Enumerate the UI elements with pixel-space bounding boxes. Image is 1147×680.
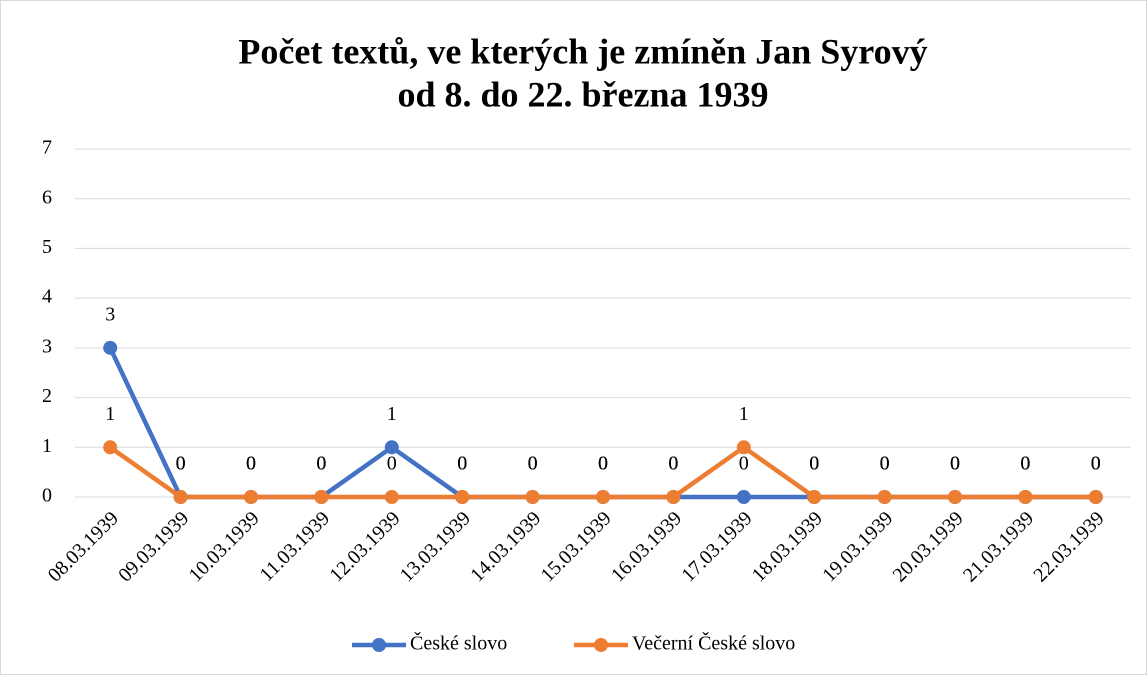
data-label: 0: [528, 453, 538, 475]
y-tick-label: 3: [42, 335, 52, 357]
data-label: 0: [316, 453, 326, 475]
data-label: 1: [387, 403, 397, 425]
point: [314, 490, 329, 504]
y-tick-label: 6: [42, 186, 52, 208]
y-tick-label: 7: [42, 137, 52, 159]
point: [736, 490, 751, 504]
data-label: 0: [176, 453, 186, 475]
data-label: 0: [950, 453, 960, 475]
data-label: 0: [457, 453, 467, 475]
y-tick-label: 1: [42, 435, 52, 457]
point: [666, 490, 681, 504]
data-label: 0: [1091, 453, 1101, 475]
point: [877, 490, 892, 504]
legend-swatch: [594, 638, 608, 652]
legend-swatch: [372, 638, 386, 652]
data-label: 0: [668, 453, 678, 475]
data-label: 1: [739, 403, 749, 425]
data-label: 0: [598, 453, 608, 475]
point: [1088, 490, 1103, 504]
y-tick-label: 2: [42, 385, 52, 407]
data-label: 0: [598, 453, 608, 475]
point: [103, 440, 118, 455]
y-tick-label: 5: [42, 236, 52, 258]
point: [384, 490, 399, 504]
point: [807, 490, 822, 504]
legend-label: České slovo: [410, 631, 507, 655]
data-label: 0: [668, 453, 678, 475]
point: [1018, 490, 1033, 504]
data-label: 0: [246, 453, 256, 475]
point: [173, 490, 188, 504]
point: [244, 490, 258, 504]
data-label: 0: [1091, 453, 1101, 475]
chart-title: od 8. do 22. března 1939: [397, 74, 768, 114]
data-label: 1: [105, 403, 115, 425]
data-label: 0: [387, 453, 397, 475]
data-label: 0: [246, 453, 256, 475]
data-label: 0: [950, 453, 960, 475]
data-label: 0: [316, 453, 326, 475]
legend-label: Večerní České slovo: [632, 631, 795, 655]
point: [736, 440, 751, 455]
point: [525, 490, 540, 504]
data-label: 0: [176, 453, 186, 475]
data-label: 0: [809, 453, 819, 475]
point: [103, 340, 118, 355]
data-label: 0: [457, 453, 467, 475]
y-tick-label: 4: [42, 286, 52, 308]
data-label: 0: [528, 453, 538, 475]
data-label: 0: [880, 453, 890, 475]
data-label: 0: [739, 453, 749, 475]
y-tick-label: 0: [42, 485, 52, 507]
point: [455, 490, 470, 504]
data-label: 0: [1020, 453, 1030, 475]
data-label: 3: [105, 303, 115, 325]
point: [596, 490, 610, 504]
data-label: 0: [809, 453, 819, 475]
data-label: 0: [880, 453, 890, 475]
point: [384, 440, 399, 455]
data-label: 0: [1020, 453, 1030, 475]
chart-title: Počet textů, ve kterých je zmíněn Jan Sy…: [238, 31, 927, 71]
point: [948, 490, 962, 504]
